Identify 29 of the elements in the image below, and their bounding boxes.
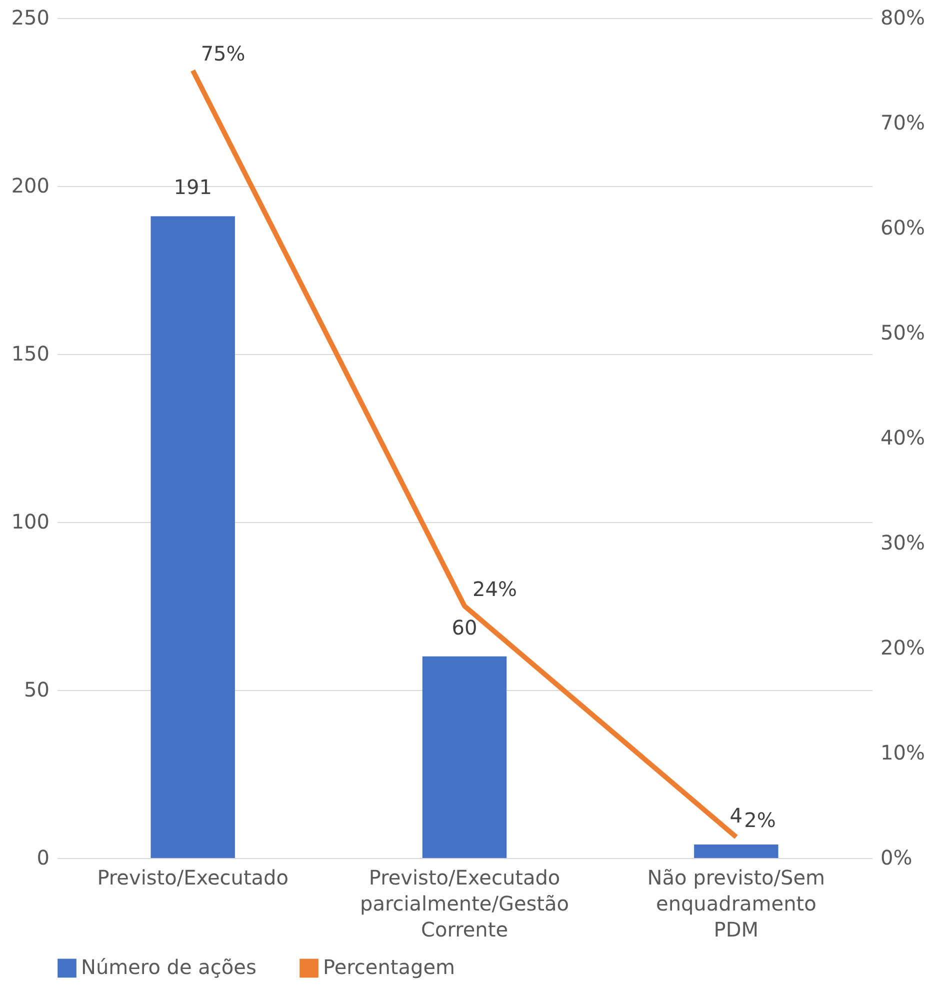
bar <box>422 656 507 858</box>
data-label: 75% <box>200 42 246 66</box>
legend-label: Percentagem <box>323 955 455 980</box>
x-tick-label: Previsto/Executado parcialmente/Gestão Corrente <box>360 866 570 942</box>
y2-tick-label: 10% <box>880 740 925 764</box>
bar <box>150 216 235 858</box>
x-tick-label: Previsto/Executado <box>97 866 288 890</box>
x-tick-label: Não previsto/Sem enquadramento PDM <box>647 866 826 942</box>
y-tick-label: 200 <box>11 174 50 198</box>
y-tick-label: 150 <box>11 342 50 366</box>
y2-tick-label: 60% <box>880 216 925 240</box>
bar <box>694 844 778 858</box>
legend-label: Número de ações <box>81 955 256 980</box>
y-tick-label: 0 <box>36 846 50 870</box>
y2-tick-label: 40% <box>880 426 925 450</box>
data-label: 191 <box>174 175 212 200</box>
data-label: 60 <box>452 615 478 640</box>
y2-tick-label: 70% <box>880 110 925 134</box>
y2-tick-label: 0% <box>880 846 912 870</box>
y-tick-label: 250 <box>11 6 50 30</box>
y-tick-label: 100 <box>11 510 50 534</box>
data-label: 4 <box>730 804 743 828</box>
y-tick-label: 50 <box>24 678 50 702</box>
y2-tick-label: 80% <box>880 6 925 30</box>
y2-tick-label: 30% <box>880 530 925 554</box>
data-label: 2% <box>744 808 776 832</box>
data-label: 24% <box>472 577 517 601</box>
y2-tick-label: 20% <box>880 636 925 660</box>
y2-tick-label: 50% <box>880 320 925 344</box>
